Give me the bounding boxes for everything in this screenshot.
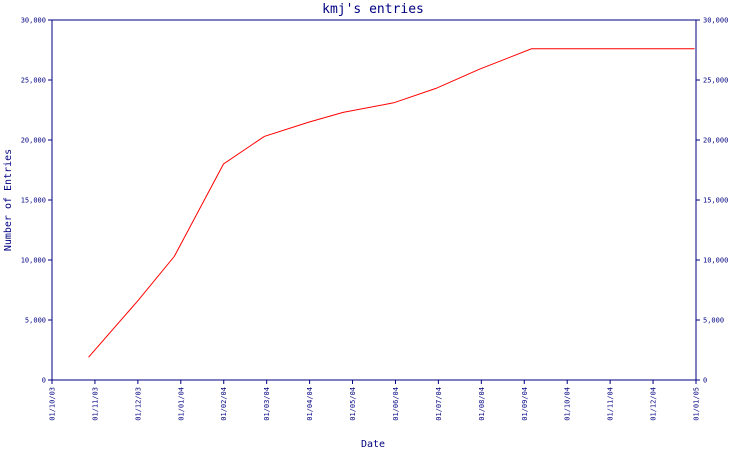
y-tick-label-left: 25,000 [21,77,46,85]
x-tick-label: 01/12/04 [650,387,658,421]
x-tick-label: 01/11/03 [91,387,99,421]
x-tick-label: 01/04/04 [306,387,314,421]
y-tick-label-right: 0 [703,377,707,385]
y-tick-label-right: 20,000 [703,137,728,145]
chart-title: kmj's entries [322,2,424,17]
series-layer [88,48,695,358]
x-tick-label: 01/09/04 [521,387,529,421]
y-axis-right: 0 5,000 10,000 15,000 20,000 25,000 30,000 [696,17,728,385]
y-tick-label-right: 5,000 [703,317,724,325]
x-tick-label: 01/08/04 [478,387,486,421]
x-tick-label: 01/10/04 [564,387,572,421]
x-tick-label: 01/07/04 [435,387,443,421]
y-tick-label-left: 5,000 [25,317,46,325]
y-tick-label-right: 25,000 [703,77,728,85]
y-tick-label-right: 10,000 [703,257,728,265]
x-tick-label: 01/01/04 [177,387,185,421]
x-tick-label: 01/01/05 [693,387,701,421]
y-tick-label-left: 15,000 [21,197,46,205]
x-tick-label: 01/11/04 [607,387,615,421]
y-tick-label-left: 10,000 [21,257,46,265]
x-axis-title: Date [361,439,385,450]
y-tick-label-left: 0 [42,377,46,385]
y-tick-label-left: 30,000 [21,17,46,25]
x-tick-label: 01/02/04 [220,387,228,421]
y-axis-title: Number of Entries [3,149,14,251]
x-tick-label: 01/12/03 [134,387,142,421]
y-axis-left: 0 5,000 10,000 15,000 20,000 25,000 30,000 [21,17,52,385]
y-tick-label-left: 20,000 [21,137,46,145]
x-tick-label: 01/03/04 [263,387,271,421]
x-tick-label: 01/06/04 [392,387,400,421]
x-tick-label: 01/05/04 [349,387,357,421]
y-tick-label-right: 30,000 [703,17,728,25]
series-line [88,48,695,358]
x-tick-label: 01/10/03 [49,387,57,421]
plot-frame [51,19,697,381]
x-axis: 01/10/03 01/11/03 01/12/03 01/01/04 01/02/04… [49,380,701,421]
y-tick-label-right: 15,000 [703,197,728,205]
